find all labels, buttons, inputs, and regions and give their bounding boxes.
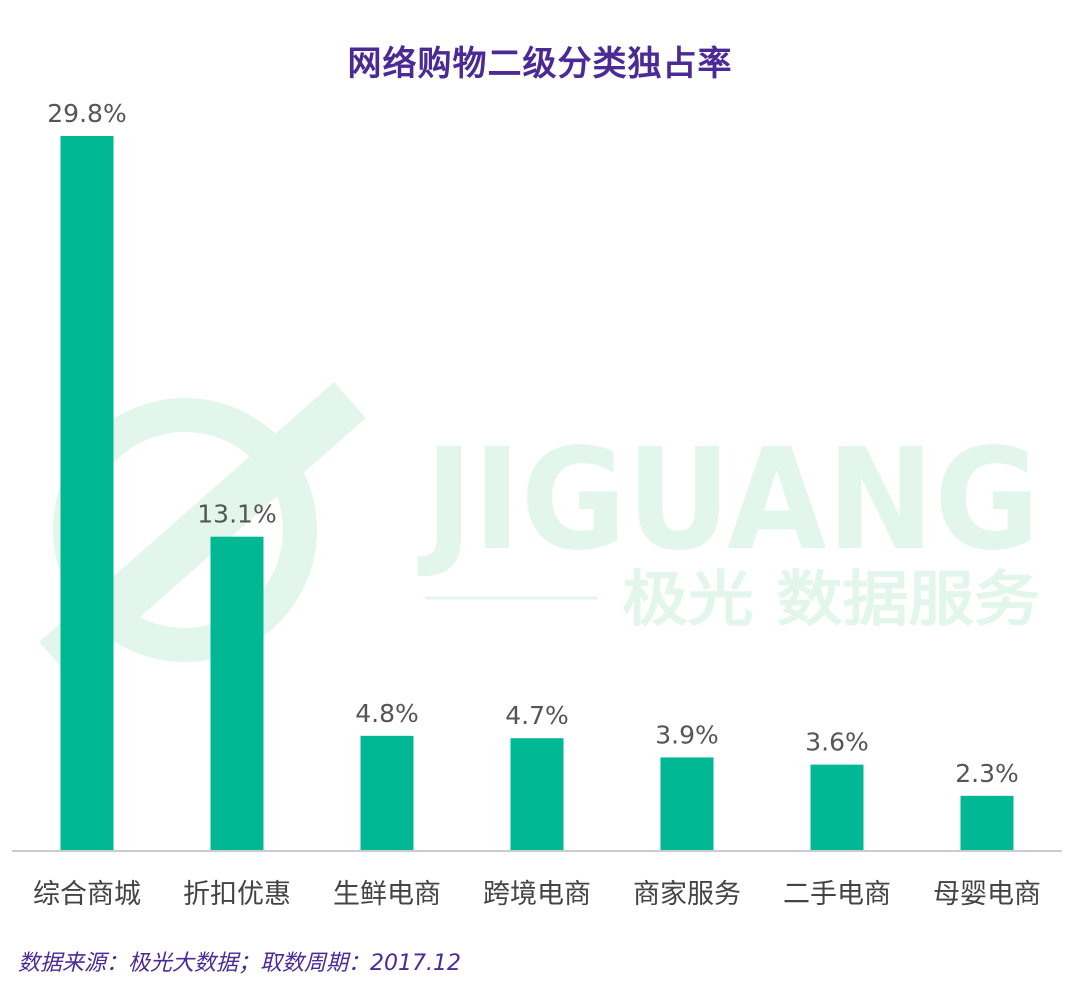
category-label-1: 综合商城	[33, 879, 141, 910]
category-label-4: 跨境电商	[483, 879, 591, 910]
value-label-7: 2.3%	[955, 759, 1019, 788]
bar-4	[510, 738, 564, 851]
watermark-logo: JIGUANG 极光 数据服务	[39, 381, 1040, 679]
bar-2	[210, 536, 264, 851]
chart-title: 网络购物二级分类独占率	[347, 44, 733, 84]
watermark-brand: JIGUANG	[418, 419, 1040, 582]
value-label-4: 4.7%	[505, 701, 569, 730]
bar-1	[60, 136, 114, 851]
bar-7	[960, 795, 1014, 851]
bar-5	[660, 757, 714, 851]
value-label-6: 3.6%	[805, 728, 869, 757]
value-label-5: 3.9%	[655, 720, 719, 749]
bar-3	[360, 735, 414, 851]
category-label-2: 折扣优惠	[183, 879, 291, 910]
bar-6	[810, 764, 864, 851]
watermark-tagline: 极光 数据服务	[622, 565, 1040, 635]
category-label-3: 生鲜电商	[333, 879, 441, 910]
value-label-3: 4.8%	[355, 699, 419, 728]
category-label-5: 商家服务	[633, 879, 741, 910]
value-label-1: 29.8%	[47, 99, 126, 128]
bar-series: 29.8% 综合商城 13.1% 折扣优惠 4.8% 生鲜电商 4.7% 跨境电商 3.9% 商家…	[33, 99, 1041, 910]
category-label-7: 母婴电商	[933, 879, 1041, 910]
source-note: 数据来源：极光大数据；取数周期：2017.12	[18, 951, 461, 976]
category-label-6: 二手电商	[783, 879, 891, 910]
value-label-2: 13.1%	[197, 500, 276, 529]
